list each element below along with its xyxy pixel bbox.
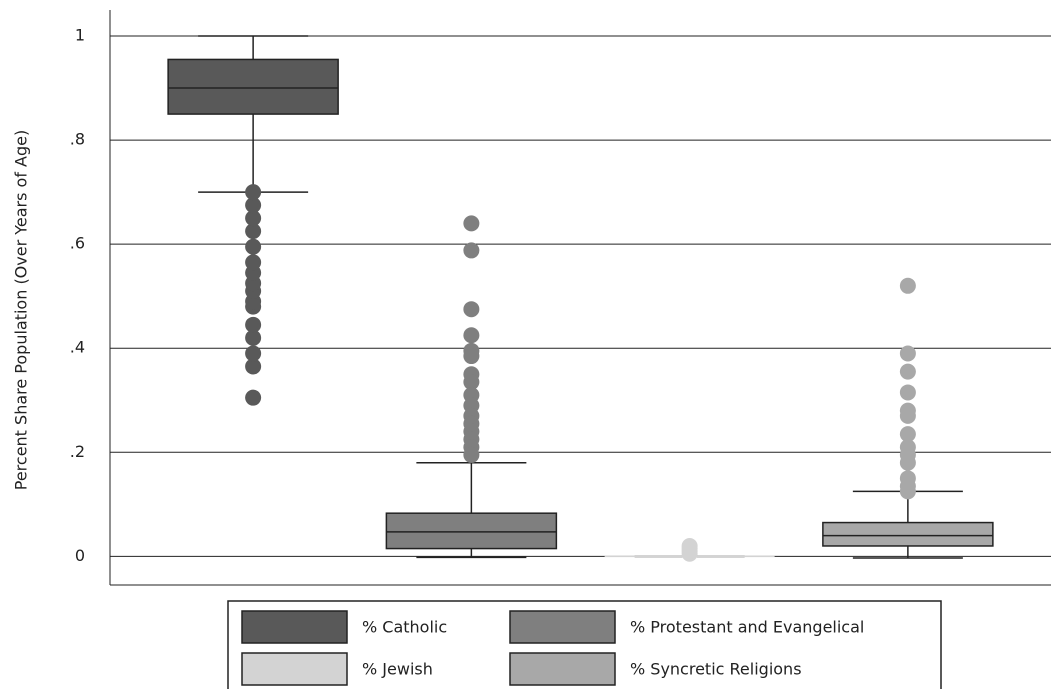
outlier — [899, 384, 916, 401]
outlier — [245, 358, 262, 375]
legend-swatch — [509, 610, 616, 644]
legend-swatch — [241, 610, 348, 644]
outlier — [245, 254, 262, 271]
outlier — [463, 348, 480, 365]
outlier — [245, 345, 262, 362]
outlier — [899, 454, 916, 471]
legend-label: % Catholic — [362, 618, 447, 637]
outlier — [899, 407, 916, 424]
y-axis-label: Percent Share Population (Over Years of … — [12, 130, 31, 491]
y-tick-label: .6 — [70, 234, 85, 253]
outlier — [245, 210, 262, 227]
legend-label: % Syncretic Religions — [630, 660, 802, 679]
outlier — [463, 242, 480, 259]
outlier — [245, 238, 262, 255]
legend-label: % Protestant and Evangelical — [630, 618, 864, 637]
box — [167, 58, 339, 115]
outlier — [245, 389, 262, 406]
outlier — [463, 215, 480, 232]
legend-label: % Jewish — [362, 660, 433, 679]
outlier — [245, 223, 262, 240]
outlier — [463, 301, 480, 318]
legend-swatch — [509, 652, 616, 686]
outlier — [463, 327, 480, 344]
y-tick-label: .8 — [70, 130, 85, 149]
y-tick-label: 0 — [75, 546, 85, 565]
outlier — [245, 329, 262, 346]
y-tick-label: 1 — [75, 26, 85, 45]
outlier — [463, 446, 480, 463]
outlier — [899, 426, 916, 443]
outlier — [245, 197, 262, 214]
outlier — [463, 374, 480, 391]
outlier — [245, 184, 262, 201]
legend-swatch — [241, 652, 348, 686]
box — [385, 512, 558, 550]
outlier — [899, 363, 916, 380]
outlier — [899, 345, 916, 362]
y-tick-label: .4 — [70, 338, 85, 357]
outlier — [899, 483, 916, 500]
box — [822, 521, 994, 547]
outlier — [245, 316, 262, 333]
outlier — [899, 277, 916, 294]
y-tick-label: .2 — [70, 442, 85, 461]
outlier — [681, 537, 698, 554]
